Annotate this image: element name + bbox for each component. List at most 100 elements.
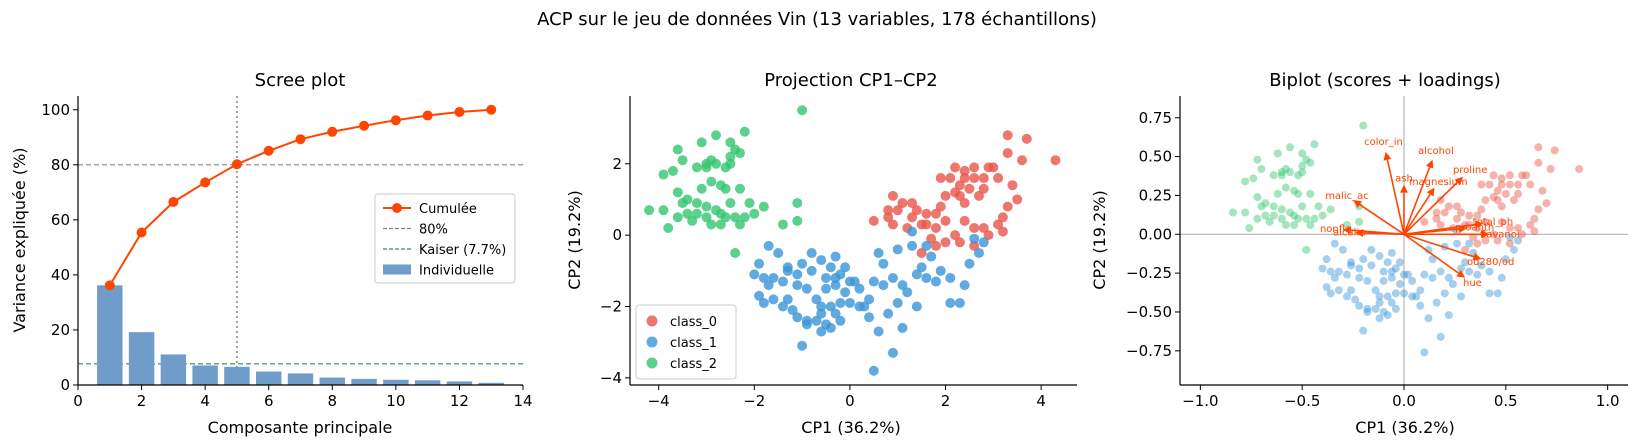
- biplot-class_2-point: [1269, 202, 1278, 211]
- class_1-point: [835, 297, 846, 308]
- class_2-point: [691, 208, 702, 219]
- class_2-point: [734, 219, 745, 230]
- loading-arrowhead-proline: [1454, 176, 1464, 186]
- class_2-point: [711, 130, 722, 141]
- biplot-class_1-point: [1391, 264, 1400, 273]
- loading-label-color_in: color_in: [1364, 137, 1403, 148]
- loading-arrowhead-alcalin: [1355, 228, 1364, 237]
- class_0-point: [978, 183, 989, 194]
- biplot-y-tick-label: 0.50: [1139, 148, 1172, 166]
- class_1-point: [959, 280, 970, 291]
- scree-legend: Cumulée 80% Kaiser (7.7%) Individuelle: [374, 193, 516, 284]
- class_0-point: [997, 226, 1008, 237]
- biplot-class_1-point: [1395, 280, 1404, 289]
- class_0-point: [883, 212, 894, 223]
- cumulative-point: [263, 145, 274, 156]
- biplot-class_2-point: [1302, 245, 1311, 254]
- biplot-class_1-point: [1444, 273, 1453, 282]
- class_1-point: [844, 297, 855, 308]
- bar-individuelle: [160, 354, 187, 385]
- loading-arrowhead-nonfla: [1342, 226, 1352, 235]
- legend-label: class_1: [670, 336, 717, 351]
- class_0-point: [950, 230, 961, 241]
- class_2-point: [658, 205, 669, 216]
- biplot-class_1-point: [1347, 258, 1356, 267]
- legend-label: class_0: [670, 315, 717, 330]
- class_0-point: [897, 198, 908, 209]
- biplot-class_1-point: [1347, 261, 1356, 270]
- class_0-point: [907, 198, 918, 209]
- biplot-class_0-point: [1489, 230, 1498, 239]
- class_2-point: [749, 208, 760, 219]
- class_1-point: [878, 280, 889, 291]
- scree-plot-panel: Scree plot 0 2 4 6 8 10 12 14 0 20 40 60 80 100 Compo…: [10, 70, 533, 437]
- biplot-class_0-point: [1457, 208, 1466, 217]
- class_2-point: [734, 183, 745, 194]
- biplot-class_0-point: [1505, 180, 1514, 189]
- biplot-class_1-point: [1330, 273, 1339, 282]
- biplot-class_1-point: [1375, 314, 1384, 323]
- class_1-point: [921, 240, 932, 251]
- class_1-point: [868, 365, 879, 376]
- class_2-point: [725, 151, 736, 162]
- bar-individuelle: [478, 382, 504, 385]
- biplot-class_1-point: [1330, 239, 1339, 248]
- class_1-point: [801, 283, 812, 294]
- biplot-class_1-point: [1412, 292, 1421, 301]
- biplot-class_2-point: [1294, 189, 1303, 198]
- loading-label-flavanoi: flavanoi: [1480, 229, 1520, 240]
- biplot-class_1-point: [1457, 292, 1466, 301]
- biplot-class_0-point: [1509, 196, 1518, 205]
- biplot-class_1-point: [1347, 286, 1356, 295]
- class_0-point: [1017, 155, 1028, 166]
- class_1-point: [887, 347, 898, 358]
- biplot-class_2-point: [1261, 199, 1270, 208]
- class_1-point: [840, 287, 851, 298]
- class_1-point: [945, 297, 956, 308]
- biplot-class_2-point: [1277, 171, 1286, 180]
- biplot-y-tick-label: −0.50: [1126, 303, 1172, 321]
- biplot-class_1-point: [1461, 258, 1470, 267]
- class_1-point: [844, 276, 855, 287]
- class_0-point: [993, 219, 1004, 230]
- biplot-class_2-point: [1285, 143, 1294, 152]
- scree-y-tick-label: 60: [51, 211, 70, 229]
- biplot-class_0-point: [1493, 196, 1502, 205]
- class_1-point: [754, 258, 765, 269]
- biplot-class_0-point: [1452, 202, 1461, 211]
- class_0-point: [1012, 194, 1023, 205]
- bar-individuelle: [351, 378, 377, 385]
- class_1-point: [768, 294, 779, 305]
- biplot-class_0-point: [1518, 171, 1527, 180]
- class_2-point: [725, 137, 736, 148]
- class_1-point: [945, 272, 956, 283]
- class_2-point: [730, 212, 741, 223]
- legend-class_0-marker: [646, 315, 658, 327]
- loading-arrow-od280/od: [1403, 233, 1475, 258]
- class_1-point: [816, 308, 827, 319]
- loading-arrowhead-magnesium: [1426, 187, 1435, 197]
- loading-arrowhead-hue: [1456, 269, 1466, 278]
- class_1-point: [825, 262, 836, 273]
- biplot-class_1-point: [1509, 245, 1518, 254]
- class_1-point: [821, 283, 832, 294]
- biplot-panel: Biplot (scores + loadings) color_inalcoh…: [1090, 70, 1628, 437]
- biplot-class_2-point: [1277, 168, 1286, 177]
- biplot-class_1-point: [1387, 267, 1396, 276]
- biplot-class_1-point: [1367, 261, 1376, 270]
- biplot-class_1-point: [1387, 248, 1396, 257]
- biplot-x-tick-label: 0.5: [1494, 392, 1518, 410]
- biplot-class_1-point: [1424, 314, 1433, 323]
- biplot-class_0-point: [1493, 186, 1502, 195]
- scree-y-tick-label: 0: [60, 376, 70, 394]
- loading-arrowhead-flavanoi: [1481, 230, 1490, 239]
- biplot-class_0-point: [1477, 180, 1486, 189]
- biplot-class_1-point: [1355, 264, 1364, 273]
- biplot-class_1-point: [1408, 276, 1417, 285]
- class_1-point: [873, 326, 884, 337]
- biplot-class_0-point: [1530, 214, 1539, 223]
- class_1-point: [816, 301, 827, 312]
- biplot-class_0-point: [1477, 205, 1486, 214]
- class_1-point: [811, 294, 822, 305]
- biplot-class_0-point: [1481, 196, 1490, 205]
